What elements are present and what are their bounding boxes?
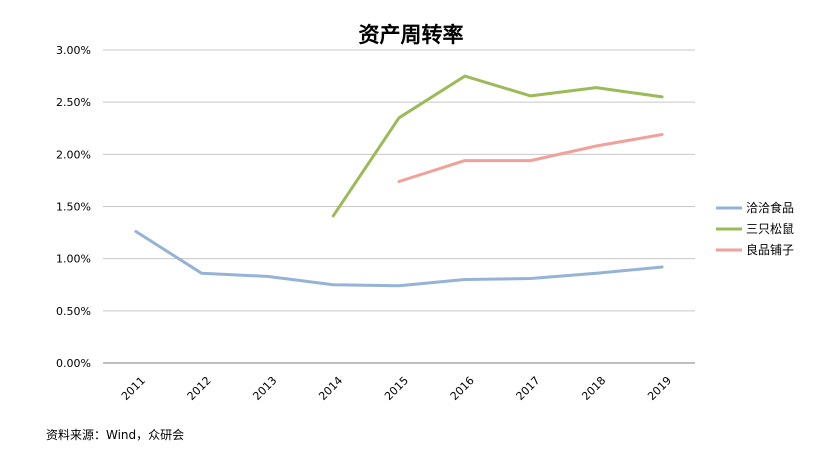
x-tick-label: 2016 — [448, 374, 477, 403]
y-tick-label: 1.00% — [56, 253, 91, 266]
source-note: 资料来源：Wind，众研会 — [46, 428, 185, 442]
x-tick-label: 2012 — [185, 374, 214, 403]
x-tick-label: 2017 — [514, 374, 543, 403]
grid-lines — [103, 49, 695, 364]
x-tick-label: 2018 — [579, 374, 608, 403]
series-line-1 — [134, 230, 664, 288]
legend-label: 洽洽食品 — [746, 200, 794, 215]
y-tick-label: 0.50% — [56, 305, 91, 318]
x-tick-label: 2015 — [382, 374, 411, 403]
series-lines — [134, 74, 664, 288]
y-tick-label: 3.00% — [56, 44, 91, 57]
y-axis-ticks: 0.00% 0.50% 1.00% 1.50% 2.00% 2.50% 3.00% — [56, 44, 91, 370]
chart-title: 资产周转率 — [359, 23, 464, 47]
series-line-2 — [331, 74, 664, 218]
y-tick-label: 2.50% — [56, 96, 91, 109]
x-tick-label: 2019 — [645, 374, 674, 403]
y-tick-label: 0.00% — [56, 357, 91, 370]
x-tick-label: 2014 — [316, 374, 345, 403]
legend-label: 良品铺子 — [746, 242, 794, 257]
series-line-3 — [397, 133, 664, 183]
legend-label: 三只松鼠 — [746, 222, 794, 236]
y-tick-label: 1.50% — [56, 201, 91, 214]
x-tick-label: 2013 — [250, 374, 279, 403]
x-tick-label: 2011 — [119, 374, 148, 403]
x-axis-ticks: 2011 2012 2013 2014 2015 2016 2017 2018 2019 — [119, 374, 674, 403]
y-tick-label: 2.00% — [56, 148, 91, 161]
